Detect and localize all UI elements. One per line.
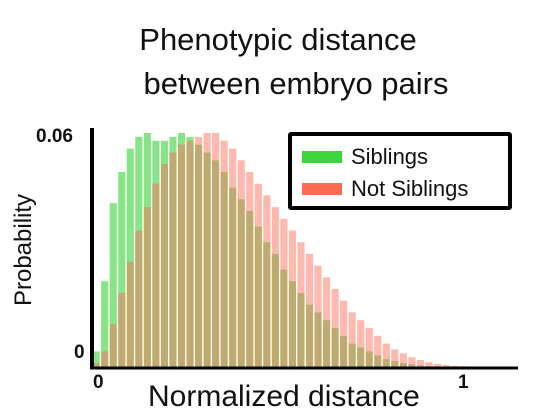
- not-siblings-bar: [186, 140, 194, 367]
- not-siblings-bar: [450, 365, 459, 367]
- siblings-bar: [203, 152, 211, 367]
- siblings-bar: [143, 133, 151, 367]
- not-siblings-bar: [340, 300, 348, 367]
- legend: Siblings Not Siblings: [288, 132, 512, 210]
- not-siblings-bar: [169, 152, 177, 367]
- not-siblings-bar: [109, 324, 117, 367]
- siblings-bar: [382, 359, 390, 367]
- not-siblings-bar: [314, 265, 322, 367]
- siblings-bar: [391, 361, 399, 367]
- not-siblings-bar: [212, 133, 220, 367]
- legend-label-siblings: Siblings: [351, 144, 429, 169]
- siblings-bar: [340, 335, 348, 367]
- legend-item-not-siblings: Not Siblings: [302, 174, 468, 204]
- not-siblings-bar: [408, 357, 416, 367]
- not-siblings-bar: [416, 359, 424, 367]
- siblings-bar: [331, 328, 339, 367]
- not-siblings-bar: [101, 351, 109, 367]
- x-axis-label: Normalized distance: [148, 380, 420, 413]
- siblings-bar: [246, 211, 254, 367]
- not-siblings-bar: [263, 195, 271, 367]
- siblings-bar: [322, 320, 331, 367]
- not-siblings-bar: [177, 144, 186, 367]
- siblings-bar: [237, 199, 245, 367]
- siblings-bar: [212, 160, 220, 367]
- siblings-bar: [314, 312, 322, 367]
- legend-swatch-siblings: [302, 151, 342, 163]
- siblings-bar: [101, 281, 109, 367]
- siblings-bar: [186, 136, 194, 367]
- not-siblings-bar: [305, 253, 314, 367]
- not-siblings-bar: [391, 349, 399, 367]
- not-siblings-bar: [203, 133, 211, 367]
- siblings-bar: [118, 172, 126, 367]
- x-tick-label-one: 1: [458, 372, 469, 393]
- not-siblings-bar: [246, 172, 254, 367]
- not-siblings-bar: [237, 160, 245, 367]
- siblings-bar: [160, 140, 168, 367]
- siblings-bar: [169, 136, 177, 367]
- not-siblings-bar: [297, 242, 305, 367]
- siblings-bar: [152, 140, 160, 367]
- siblings-bar: [177, 133, 186, 367]
- siblings-bar: [229, 187, 237, 367]
- siblings-bar: [399, 363, 407, 367]
- legend-swatch-not-siblings: [302, 183, 342, 195]
- siblings-bar: [288, 281, 296, 367]
- not-siblings-bar: [433, 363, 442, 367]
- siblings-bar: [254, 226, 262, 367]
- not-siblings-bar: [331, 289, 339, 367]
- siblings-bar: [195, 144, 203, 367]
- not-siblings-bar: [271, 207, 279, 367]
- not-siblings-bar: [322, 277, 331, 367]
- siblings-bar: [297, 292, 305, 367]
- chart-title-line-1: Phenotypic distance: [139, 22, 417, 57]
- y-tick-label-max: 0.06: [36, 126, 73, 147]
- not-siblings-bar: [425, 362, 433, 367]
- not-siblings-bar: [118, 292, 126, 367]
- not-siblings-bar: [348, 312, 356, 367]
- chart-title-line-2: between embryo pairs: [143, 66, 449, 101]
- not-siblings-bar: [135, 230, 143, 367]
- not-siblings-bar: [365, 328, 373, 367]
- not-siblings-bar: [382, 343, 390, 367]
- siblings-bar: [263, 242, 271, 367]
- not-siblings-bar: [442, 365, 450, 367]
- siblings-bar: [109, 203, 117, 367]
- siblings-bar: [357, 347, 365, 367]
- not-siblings-bar: [288, 230, 296, 367]
- not-siblings-bar: [254, 183, 262, 367]
- not-siblings-bar: [399, 353, 407, 367]
- not-siblings-bar: [374, 335, 382, 367]
- legend-label-not-siblings: Not Siblings: [351, 176, 469, 201]
- y-tick-label-zero: 0: [74, 342, 85, 363]
- siblings-bar: [374, 355, 382, 367]
- bars-layer: [92, 133, 484, 367]
- not-siblings-bar: [229, 148, 237, 367]
- siblings-bar: [416, 365, 424, 367]
- x-tick-label-zero: 0: [93, 372, 104, 393]
- not-siblings-bar: [126, 261, 134, 367]
- siblings-bar: [305, 304, 314, 367]
- siblings-bar: [220, 172, 228, 367]
- not-siblings-bar: [92, 363, 100, 367]
- siblings-bar: [126, 148, 134, 367]
- siblings-bar: [92, 351, 100, 367]
- legend-item-siblings: Siblings: [302, 142, 428, 172]
- not-siblings-bar: [280, 218, 288, 367]
- not-siblings-bar: [357, 320, 365, 367]
- siblings-bar: [408, 364, 416, 367]
- not-siblings-bar: [152, 183, 160, 367]
- not-siblings-bar: [220, 140, 228, 367]
- y-axis-label: Probability: [10, 193, 37, 307]
- siblings-bar: [348, 343, 356, 367]
- not-siblings-bar: [143, 207, 151, 367]
- siblings-bar: [365, 351, 373, 367]
- siblings-bar: [271, 253, 279, 367]
- siblings-bar: [135, 136, 143, 367]
- not-siblings-bar: [160, 164, 168, 367]
- not-siblings-bar: [195, 136, 203, 367]
- siblings-bar: [280, 269, 288, 367]
